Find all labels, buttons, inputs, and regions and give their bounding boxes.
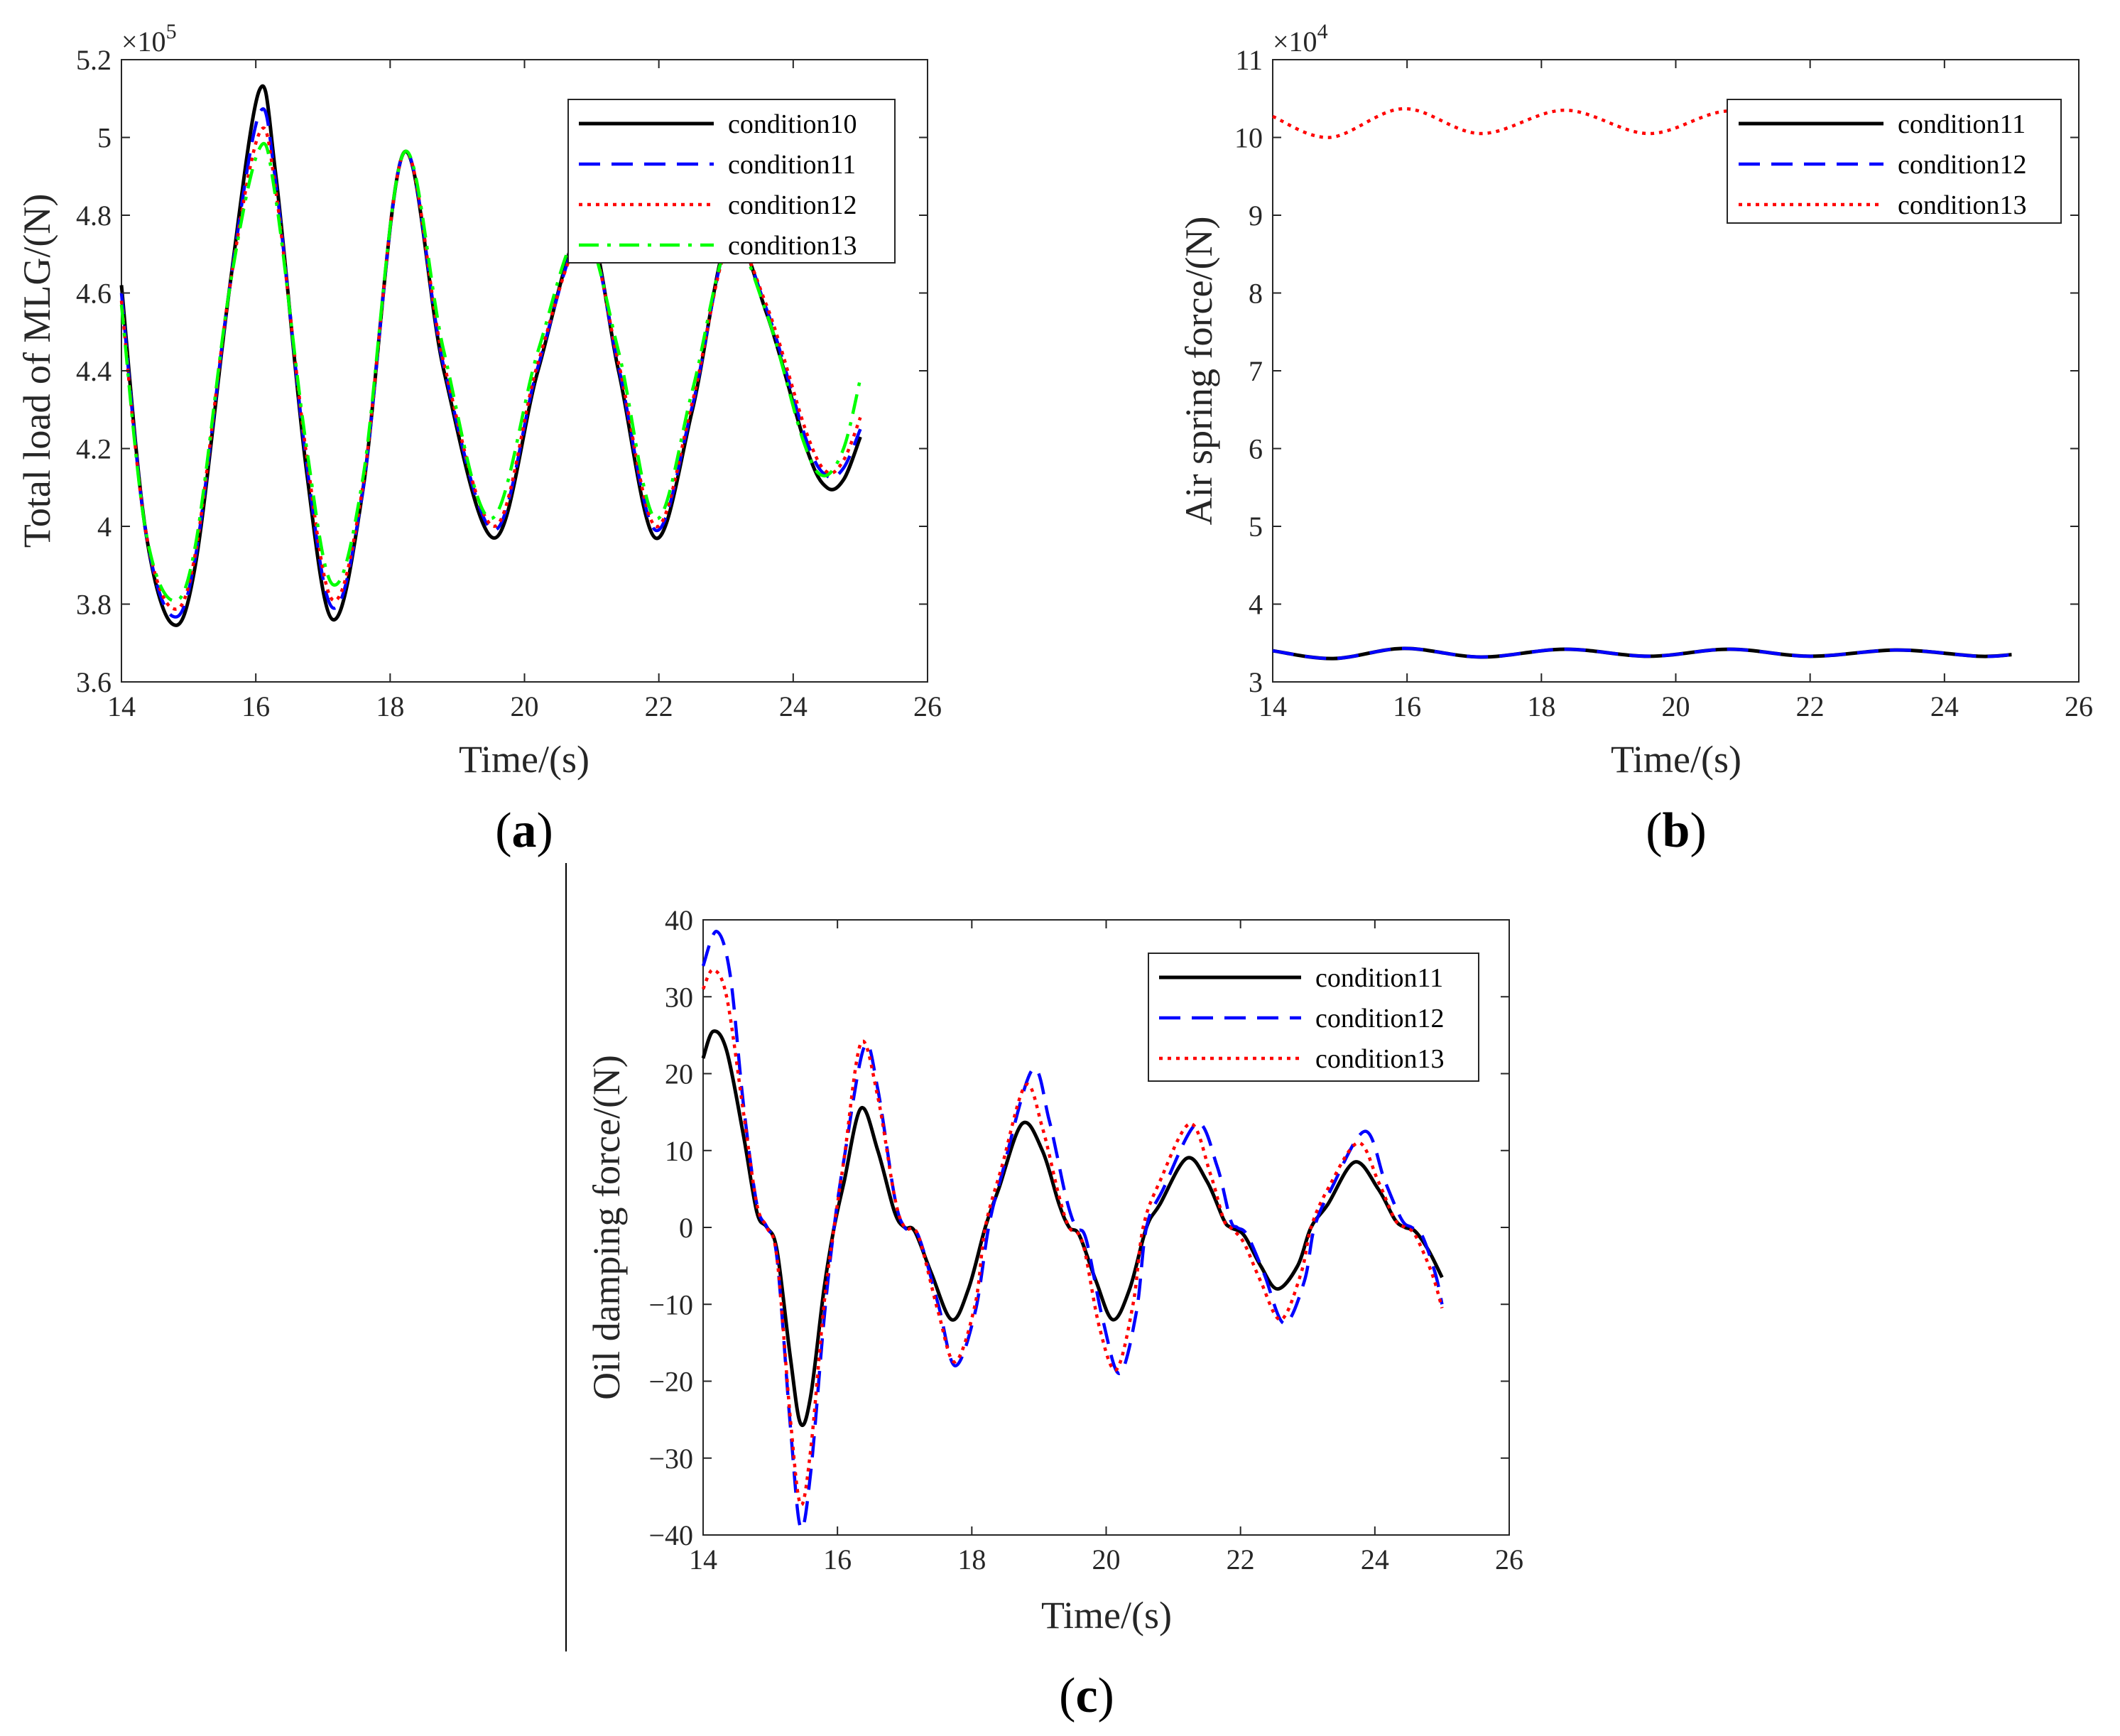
y-tick-label: 10 [665,1135,693,1167]
chart-b-ylabel: Air spring force/(N) [1178,217,1220,526]
chart-b-ticks: 14 16 18 20 22 24 26 3 4 5 6 7 8 9 10 11 [1234,44,2093,722]
chart-a-ylabel: Total load of MLG/(N) [16,194,58,548]
y-tick-label: 7 [1249,355,1263,387]
y-tick-label: 4 [1249,589,1263,621]
x-tick-label: 14 [1259,690,1287,722]
y-tick-label: 11 [1235,44,1263,76]
series-line-condition11 [701,1029,1444,1427]
x-tick-label: 16 [1393,690,1421,722]
x-tick-label: 22 [645,690,673,722]
y-tick-label: 3.8 [76,589,112,621]
y-tick-label: 4 [97,511,112,543]
chart-b-legend: condition11 condition12 condition13 [1727,99,2062,224]
x-tick-label: 24 [779,690,808,722]
x-tick-label: 16 [823,1544,852,1575]
chart-a-xlabel: Time/(s) [459,738,589,781]
x-tick-label: 26 [1495,1544,1523,1575]
legend-label: condition10 [728,109,857,139]
x-tick-label: 24 [1361,1544,1389,1575]
chart-b-exponent: ×104 [1273,20,1328,58]
chart-c-ticks: 14 16 18 20 22 24 26 −40 −30 −20 −10 0 10 20 30 40 [648,904,1523,1575]
y-tick-label: 5 [1249,511,1263,543]
x-tick-label: 14 [689,1544,717,1575]
x-tick-label: 22 [1227,1544,1255,1575]
x-tick-label: 20 [1662,690,1690,722]
y-tick-label: −30 [648,1443,693,1475]
y-tick-label: 8 [1249,278,1263,310]
series-line-condition12 [1272,646,2012,661]
y-tick-label: 10 [1234,122,1263,154]
series-line-condition11 [119,107,862,619]
y-tick-label: 4.4 [76,355,112,387]
chart-c-legend: condition11 condition12 condition13 [1148,953,1479,1082]
y-tick-label: 4.2 [76,433,112,465]
x-tick-label: 16 [241,690,270,722]
y-tick-label: −20 [648,1366,693,1398]
chart-b-panel-label: (b) [1646,803,1707,858]
chart-a: 14 16 18 20 22 24 26 3.6 3.8 4 4.2 4.4 4.6 4.8 5 5.2 ×1… [16,20,942,858]
chart-a-panel-label: (a) [495,803,553,858]
legend-label: condition11 [1898,109,2026,139]
x-tick-label: 18 [957,1544,986,1575]
y-tick-label: 3 [1249,666,1263,698]
x-tick-label: 18 [1527,690,1555,722]
chart-a-legend: condition10 condition11 condition12 conditi… [567,99,896,264]
y-tick-label: 5.2 [76,44,112,76]
chart-c-lines [701,929,1444,1531]
series-line-condition13 [701,968,1444,1507]
x-tick-label: 24 [1930,690,1959,722]
y-tick-label: 30 [665,981,693,1013]
legend-label: condition13 [1898,190,2027,220]
legend-label: condition11 [1315,963,1443,993]
chart-a-ticks: 14 16 18 20 22 24 26 3.6 3.8 4 4.2 4.4 4.6 4.8 5 5.2 [76,44,942,722]
x-tick-label: 26 [2065,690,2093,722]
x-tick-label: 22 [1796,690,1825,722]
y-tick-label: 4.6 [76,278,112,310]
legend-label: condition13 [1315,1044,1445,1074]
y-tick-label: 3.6 [76,666,112,698]
chart-c-ylabel: Oil damping force/(N) [585,1055,628,1400]
y-tick-label: −10 [648,1289,693,1320]
legend-label: condition12 [1898,150,2027,180]
chart-b-xlabel: Time/(s) [1611,738,1741,781]
chart-a-exponent: ×105 [121,20,177,58]
y-tick-label: 0 [679,1212,693,1244]
x-tick-label: 20 [511,690,539,722]
y-tick-label: 9 [1249,200,1263,232]
y-tick-label: −40 [648,1519,693,1551]
x-tick-label: 20 [1092,1544,1121,1575]
chart-b-legend-box [1727,99,2062,224]
y-tick-label: 20 [665,1058,693,1090]
y-tick-label: 5 [97,122,112,154]
legend-label: condition12 [1315,1004,1445,1034]
chart-c-panel-label: (c) [1059,1669,1114,1723]
legend-label: condition11 [728,150,856,180]
chart-c: 14 16 18 20 22 24 26 −40 −30 −20 −10 0 10 20 30 40 Time… [585,904,1523,1723]
legend-label: condition12 [728,190,857,220]
chart-a-legend-box [567,99,896,264]
y-tick-label: 4.8 [76,200,112,232]
legend-label: condition13 [728,231,857,261]
x-tick-label: 14 [107,690,136,722]
x-tick-label: 18 [376,690,404,722]
y-tick-label: 6 [1249,433,1263,465]
y-tick-label: 40 [665,904,693,936]
chart-c-xlabel: Time/(s) [1041,1594,1172,1637]
x-tick-label: 26 [913,690,942,722]
